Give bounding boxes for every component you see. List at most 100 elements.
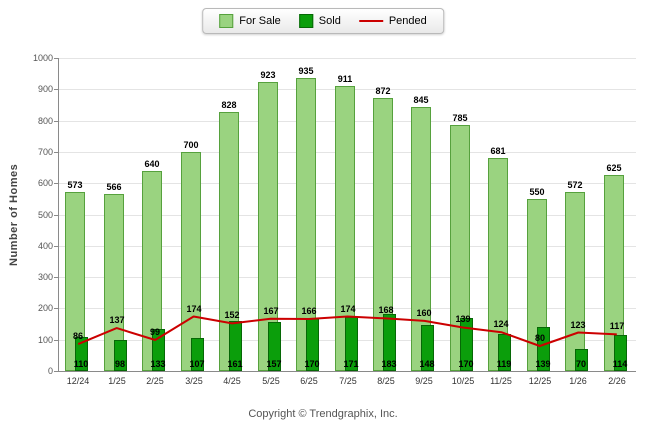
pended-value-label: 168 bbox=[378, 305, 394, 315]
pended-value-label: 160 bbox=[416, 308, 432, 318]
sold-value-label: 70 bbox=[575, 359, 586, 369]
sold-value-label: 114 bbox=[612, 359, 628, 369]
y-tick-mark bbox=[54, 89, 59, 90]
y-tick-mark bbox=[54, 308, 59, 309]
pended-value-label: 123 bbox=[570, 320, 586, 330]
pended-value-label: 86 bbox=[72, 331, 83, 341]
pended-value-label: 117 bbox=[609, 321, 625, 331]
sold-value-label: 107 bbox=[189, 359, 205, 369]
x-tick-label: 12/24 bbox=[66, 376, 90, 386]
x-tick-label: 5/25 bbox=[262, 376, 280, 386]
y-tick-label: 300 bbox=[37, 272, 53, 282]
sold-value-label: 183 bbox=[381, 359, 397, 369]
bar-sold bbox=[421, 325, 434, 371]
pended-value-label: 166 bbox=[301, 306, 317, 316]
bar-sold bbox=[114, 340, 127, 371]
gridline bbox=[59, 58, 636, 59]
y-tick-label: 400 bbox=[37, 241, 53, 251]
y-tick-mark bbox=[54, 277, 59, 278]
x-tick-label: 1/25 bbox=[108, 376, 126, 386]
y-tick-mark bbox=[54, 58, 59, 59]
for-sale-value-label: 845 bbox=[413, 95, 429, 105]
y-tick-label: 1000 bbox=[32, 53, 53, 63]
for-sale-swatch-icon bbox=[219, 14, 234, 28]
x-tick-label: 11/25 bbox=[490, 376, 512, 386]
bar-sold bbox=[383, 314, 396, 371]
for-sale-value-label: 681 bbox=[490, 146, 506, 156]
y-tick-label: 600 bbox=[37, 178, 53, 188]
pended-value-label: 80 bbox=[534, 333, 545, 343]
sold-value-label: 161 bbox=[227, 359, 243, 369]
x-tick-label: 12/25 bbox=[528, 376, 552, 386]
for-sale-value-label: 573 bbox=[67, 180, 83, 190]
y-tick-label: 100 bbox=[37, 335, 53, 345]
pended-value-label: 137 bbox=[109, 315, 125, 325]
pended-value-label: 174 bbox=[340, 304, 356, 314]
y-tick-mark bbox=[54, 121, 59, 122]
y-tick-label: 0 bbox=[47, 366, 53, 376]
for-sale-value-label: 550 bbox=[529, 187, 545, 197]
sold-value-label: 98 bbox=[114, 359, 125, 369]
for-sale-value-label: 923 bbox=[260, 70, 276, 80]
y-tick-mark bbox=[54, 152, 59, 153]
copyright: Copyright © Trendgraphix, Inc. bbox=[248, 408, 398, 420]
bar-sold bbox=[575, 349, 588, 371]
pended-value-label: 139 bbox=[455, 314, 471, 324]
sold-value-label: 170 bbox=[458, 359, 474, 369]
pended-value-label: 152 bbox=[224, 310, 240, 320]
sold-value-label: 139 bbox=[535, 359, 551, 369]
sold-value-label: 148 bbox=[419, 359, 435, 369]
pended-value-label: 99 bbox=[149, 327, 160, 337]
for-sale-value-label: 785 bbox=[452, 113, 468, 123]
for-sale-value-label: 640 bbox=[144, 159, 160, 169]
for-sale-value-label: 625 bbox=[606, 163, 622, 173]
sold-value-label: 171 bbox=[343, 359, 359, 369]
x-tick-label: 7/25 bbox=[339, 376, 357, 386]
x-tick-label: 1/26 bbox=[569, 376, 587, 386]
legend-item-for-sale: For Sale bbox=[219, 14, 281, 28]
for-sale-value-label: 700 bbox=[183, 140, 199, 150]
pended-value-label: 167 bbox=[263, 306, 279, 316]
legend-label-sold: Sold bbox=[318, 15, 341, 27]
bar-sold bbox=[229, 321, 242, 371]
sold-value-label: 119 bbox=[496, 359, 512, 369]
pended-line-swatch-icon bbox=[358, 20, 383, 22]
y-tick-mark bbox=[54, 340, 59, 341]
sold-value-label: 110 bbox=[73, 359, 89, 369]
y-tick-mark bbox=[54, 183, 59, 184]
for-sale-value-label: 872 bbox=[375, 86, 391, 96]
legend-item-sold: Sold bbox=[298, 14, 341, 28]
sold-value-label: 157 bbox=[266, 359, 282, 369]
for-sale-value-label: 935 bbox=[298, 66, 314, 76]
y-tick-label: 700 bbox=[37, 147, 53, 157]
y-tick-label: 900 bbox=[37, 84, 53, 94]
chart-legend: For Sale Sold Pended bbox=[202, 8, 444, 34]
legend-item-pended: Pended bbox=[358, 15, 427, 27]
x-tick-label: 9/25 bbox=[415, 376, 433, 386]
pended-value-label: 124 bbox=[493, 319, 509, 329]
x-tick-label: 6/25 bbox=[300, 376, 318, 386]
bar-sold bbox=[75, 337, 88, 371]
plot-area: 0 100 200 300 400 500 600 700 800 900 1000 573 110 86… bbox=[33, 53, 636, 386]
for-sale-value-label: 572 bbox=[567, 180, 583, 190]
y-tick-label: 200 bbox=[37, 303, 53, 313]
x-tick-label: 2/26 bbox=[608, 376, 626, 386]
bar-sold bbox=[460, 318, 473, 371]
legend-label-for-sale: For Sale bbox=[239, 15, 281, 27]
y-tick-mark bbox=[54, 215, 59, 216]
x-tick-label: 10/25 bbox=[451, 376, 475, 386]
y-tick-mark bbox=[54, 246, 59, 247]
bar-sold bbox=[537, 327, 550, 371]
pended-value-label: 174 bbox=[186, 304, 202, 314]
sold-value-label: 133 bbox=[150, 359, 166, 369]
bar-sold bbox=[498, 334, 511, 371]
bar-sold bbox=[268, 322, 281, 371]
y-tick-mark bbox=[54, 371, 59, 372]
for-sale-value-label: 828 bbox=[221, 100, 237, 110]
pended-line bbox=[77, 315, 617, 347]
for-sale-value-label: 566 bbox=[106, 182, 122, 192]
x-tick-label: 4/25 bbox=[223, 376, 241, 386]
y-tick-label: 800 bbox=[37, 116, 53, 126]
x-tick-label: 2/25 bbox=[146, 376, 164, 386]
legend-label-pended: Pended bbox=[388, 15, 427, 27]
